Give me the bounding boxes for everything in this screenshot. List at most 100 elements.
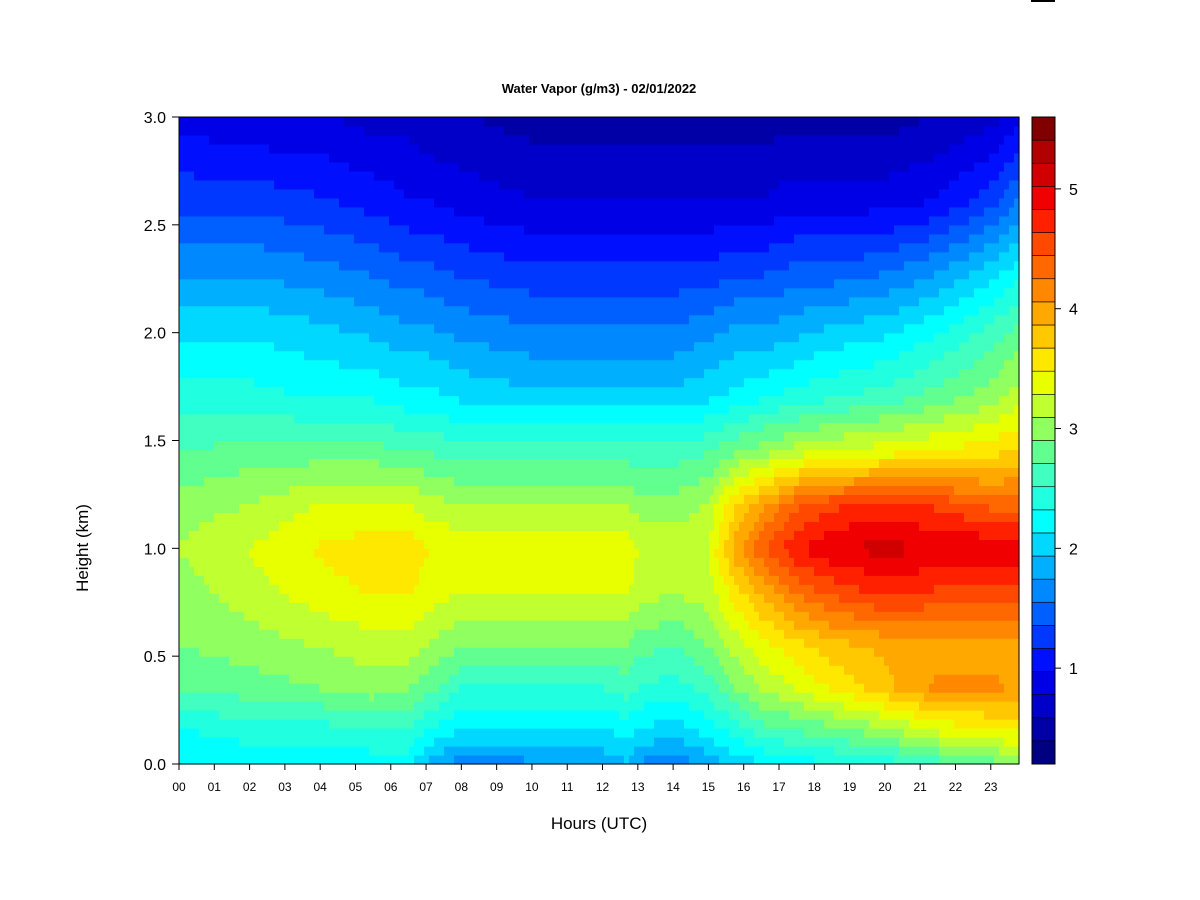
heat-cell	[214, 629, 220, 639]
heat-cell	[194, 404, 200, 415]
heat-cell	[469, 386, 475, 397]
heat-cell	[474, 134, 480, 145]
heat-cell	[394, 269, 400, 280]
heat-cell	[449, 117, 455, 127]
heat-cell	[354, 377, 360, 388]
heat-cell	[449, 746, 455, 756]
heat-cell	[329, 305, 335, 316]
heat-cell	[384, 755, 390, 765]
heat-cell	[514, 341, 520, 352]
heat-cell	[314, 431, 320, 442]
heat-cell	[504, 422, 510, 433]
heat-cell	[339, 386, 345, 397]
heat-cell	[519, 485, 525, 496]
heat-cell	[424, 728, 430, 738]
heat-cell	[224, 188, 230, 199]
heat-cell	[414, 260, 420, 271]
heat-cell	[459, 476, 465, 487]
heat-cell	[419, 539, 425, 549]
heat-cell	[209, 117, 215, 127]
heat-cell	[319, 314, 325, 325]
heat-cell	[389, 314, 395, 325]
heat-cell	[449, 539, 455, 549]
heat-cell	[304, 305, 310, 316]
heat-cell	[294, 665, 300, 675]
heat-cell	[229, 494, 235, 505]
heat-cell	[459, 179, 465, 190]
heat-cell	[429, 728, 435, 738]
heat-cell	[464, 161, 470, 172]
heat-cell	[199, 377, 205, 388]
heat-cell	[239, 485, 245, 496]
heat-cell	[234, 269, 240, 280]
heat-cell	[499, 161, 505, 172]
heat-cell	[439, 710, 445, 720]
heat-cell	[394, 161, 400, 172]
heat-cell	[454, 440, 460, 451]
heat-cell	[299, 566, 305, 576]
heat-cell	[474, 359, 480, 370]
heat-cell	[224, 323, 230, 334]
heat-cell	[464, 602, 470, 612]
heat-cell	[259, 548, 265, 558]
heat-cell	[329, 539, 335, 549]
heat-cell	[384, 548, 390, 558]
heat-cell	[279, 117, 285, 127]
heat-cell	[249, 170, 255, 181]
heat-cell	[404, 566, 410, 576]
heat-cell	[459, 638, 465, 648]
heat-cell	[429, 134, 435, 145]
heat-cell	[274, 647, 280, 657]
heat-cell	[524, 683, 530, 693]
heat-cell	[514, 638, 520, 648]
heat-cell	[384, 134, 390, 145]
heat-cell	[514, 125, 520, 136]
heat-cell	[239, 314, 245, 325]
heat-cell	[209, 494, 215, 505]
heat-cell	[379, 512, 385, 522]
heat-cell	[439, 332, 445, 343]
heat-cell	[229, 161, 235, 172]
heat-cell	[419, 620, 425, 630]
heat-cell	[379, 611, 385, 621]
heat-cell	[179, 755, 185, 765]
heat-cell	[394, 530, 400, 540]
heat-cell	[344, 350, 350, 361]
heat-cell	[224, 170, 230, 181]
heat-cell	[384, 422, 390, 433]
heat-cell	[439, 188, 445, 199]
heat-cell	[319, 521, 325, 531]
heat-cell	[459, 215, 465, 226]
heat-cell	[284, 755, 290, 765]
heat-cell	[454, 458, 460, 469]
heat-cell	[469, 512, 475, 522]
heat-cell	[284, 476, 290, 487]
heat-cell	[434, 179, 440, 190]
heat-cell	[234, 359, 240, 370]
heat-cell	[184, 494, 190, 505]
heat-cell	[389, 350, 395, 361]
heat-cell	[189, 143, 195, 154]
heat-cell	[364, 134, 370, 145]
heat-cell	[254, 206, 260, 217]
heat-cell	[504, 278, 510, 289]
heat-cell	[364, 188, 370, 199]
heat-cell	[269, 638, 275, 648]
heat-cell	[464, 143, 470, 154]
heat-cell	[254, 224, 260, 235]
heat-cell	[194, 449, 200, 460]
heat-cell	[274, 296, 280, 307]
heat-cell	[429, 539, 435, 549]
heat-cell	[359, 755, 365, 765]
heat-cell	[489, 422, 495, 433]
heat-cell	[339, 278, 345, 289]
heat-cell	[414, 494, 420, 505]
heat-cell	[429, 593, 435, 603]
heat-cell	[484, 386, 490, 397]
heat-cell	[519, 728, 525, 738]
heat-cell	[474, 422, 480, 433]
heat-cell	[364, 638, 370, 648]
heat-cell	[379, 323, 385, 334]
heat-cell	[499, 566, 505, 576]
